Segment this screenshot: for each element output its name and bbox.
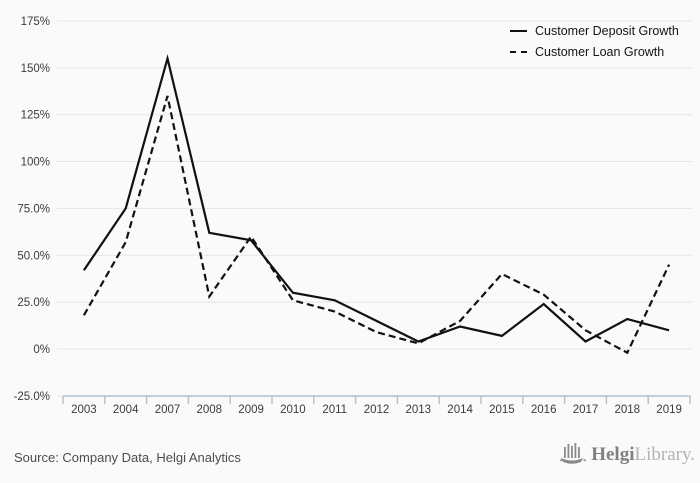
legend-label: Customer Deposit Growth [535,24,679,38]
y-axis-label: 125% [21,110,50,122]
solid-line-swatch-icon [510,30,527,32]
brand-wordmark: HelgiLibrary. [591,444,695,466]
x-axis-label: 2015 [489,404,515,416]
x-axis-label: 2009 [238,404,264,416]
x-axis-label: 2011 [322,404,347,416]
x-axis-label: 2008 [197,404,223,416]
x-axis-label: 2007 [155,404,181,416]
x-axis-label: 2012 [364,404,390,416]
line-chart: 175% 150% 125% 100% 75.0% 50.0% 25.0% 0% -25.0% 2… [14,16,692,416]
x-axis-label: 2017 [573,404,599,416]
chart-footer: Source: Company Data, Helgi Analytics He… [0,430,700,483]
x-axis-label: 2003 [71,404,97,416]
series-line-solid [82,54,670,343]
y-axis-label: 175% [21,16,50,28]
x-axis-label: 2013 [406,404,432,416]
helgi-ship-icon [560,442,587,464]
x-axis-label: 2019 [656,404,682,416]
y-axis-label: 75.0% [17,203,50,215]
legend-item-deposit-growth: Customer Deposit Growth [510,24,679,38]
x-axis-label: 2010 [280,404,306,416]
brand-helgi: Helgi [591,444,635,465]
x-axis-label: 2018 [615,404,641,416]
chart-legend: Customer Deposit Growth Customer Loan Gr… [510,24,679,59]
y-axis-label: -25.0% [14,391,50,403]
x-axis-label: 2004 [113,404,139,416]
y-axis-label: 0% [33,344,50,356]
y-axis-label: 100% [21,157,50,169]
y-axis-label: 50.0% [17,250,50,262]
series-line-dashed [82,95,671,355]
y-axis-label: 25.0% [17,297,50,309]
legend-label: Customer Loan Growth [535,45,665,59]
helgi-library-logo: HelgiLibrary. [560,442,695,466]
dashed-line-swatch-icon [510,51,527,53]
legend-item-loan-growth: Customer Loan Growth [510,45,679,59]
brand-library: Library. [634,444,696,465]
source-text: Source: Company Data, Helgi Analytics [14,450,241,465]
x-axis-label: 2014 [447,404,473,416]
y-axis-label: 150% [21,63,50,75]
x-axis-label: 2016 [531,404,557,416]
chart-canvas: 175% 150% 125% 100% 75.0% 50.0% 25.0% 0% -25.0% 2… [14,16,692,416]
